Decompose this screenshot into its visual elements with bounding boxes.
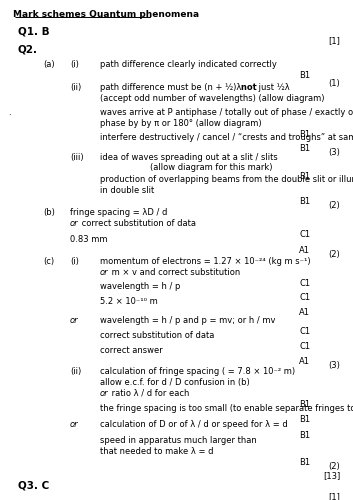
Text: (1): (1) <box>328 79 340 88</box>
Text: (2): (2) <box>328 462 340 471</box>
Text: idea of waves spreading out at a slit / slits: idea of waves spreading out at a slit / … <box>100 153 278 162</box>
Text: A1: A1 <box>299 308 310 317</box>
Text: m × v and correct substitution: m × v and correct substitution <box>109 268 240 277</box>
Text: correct answer: correct answer <box>100 346 163 355</box>
Text: (a): (a) <box>43 60 55 69</box>
Text: C1: C1 <box>299 230 310 239</box>
Text: (ii): (ii) <box>70 367 81 376</box>
Text: wavelength = h / p: wavelength = h / p <box>100 282 180 291</box>
Text: B1: B1 <box>299 172 310 181</box>
Text: B1: B1 <box>299 400 310 409</box>
Text: in double slit: in double slit <box>100 186 154 195</box>
Text: (3): (3) <box>328 361 340 370</box>
Text: that needed to make λ = d: that needed to make λ = d <box>100 447 214 456</box>
Text: allow e.c.f. for d / D confusion in (b): allow e.c.f. for d / D confusion in (b) <box>100 378 250 387</box>
Text: or: or <box>70 219 79 228</box>
Text: or: or <box>100 389 109 398</box>
Text: C1: C1 <box>299 279 310 288</box>
Text: (2): (2) <box>328 201 340 210</box>
Text: B1: B1 <box>299 415 310 424</box>
Text: [1]: [1] <box>328 492 340 500</box>
Text: wavelength = h / p and p = mv; or h / mv: wavelength = h / p and p = mv; or h / mv <box>100 316 275 325</box>
Text: or: or <box>100 268 109 277</box>
Text: fringe spacing = λD / d: fringe spacing = λD / d <box>70 208 167 217</box>
Text: (i): (i) <box>70 257 79 266</box>
Text: production of overlapping beams from the double slit or illuminating both slits: production of overlapping beams from the… <box>100 175 353 184</box>
Text: C1: C1 <box>299 327 310 336</box>
Text: Q2.: Q2. <box>18 45 38 55</box>
Text: just ½λ: just ½λ <box>256 83 289 92</box>
Text: C1: C1 <box>299 342 310 351</box>
Text: Q3. C: Q3. C <box>18 481 49 491</box>
Text: B1: B1 <box>299 130 310 139</box>
Text: correct substitution of data: correct substitution of data <box>100 331 214 340</box>
Text: phase by by π or 180° (allow diagram): phase by by π or 180° (allow diagram) <box>100 119 262 128</box>
Text: .: . <box>8 108 11 117</box>
Text: interfere destructively / cancel / “crests and troughs” at same time: interfere destructively / cancel / “cres… <box>100 133 353 142</box>
Text: A1: A1 <box>299 246 310 255</box>
Text: (i): (i) <box>70 60 79 69</box>
Text: (2): (2) <box>328 250 340 259</box>
Text: B1: B1 <box>299 197 310 206</box>
Text: 0.83 mm: 0.83 mm <box>70 235 108 244</box>
Text: calculation of D or of λ / d or speed for λ = d: calculation of D or of λ / d or speed fo… <box>100 420 288 429</box>
Text: path difference must be (n + ½)λ: path difference must be (n + ½)λ <box>100 83 241 92</box>
Text: Q1. B: Q1. B <box>18 26 50 36</box>
Text: [1]: [1] <box>328 36 340 45</box>
Text: B1: B1 <box>299 144 310 153</box>
Text: C1: C1 <box>299 293 310 302</box>
Text: B1: B1 <box>299 71 310 80</box>
Text: (accept odd number of wavelengths) (allow diagram): (accept odd number of wavelengths) (allo… <box>100 94 324 103</box>
Text: B1: B1 <box>299 458 310 467</box>
Text: or: or <box>70 420 79 429</box>
Text: momentum of electrons = 1.27 × 10⁻²⁴ (kg m s⁻¹): momentum of electrons = 1.27 × 10⁻²⁴ (kg… <box>100 257 311 266</box>
Text: speed in apparatus much larger than: speed in apparatus much larger than <box>100 436 257 445</box>
Text: Mark schemes Quantum phenomena: Mark schemes Quantum phenomena <box>13 10 199 19</box>
Text: (iii): (iii) <box>70 153 84 162</box>
Text: [13]: [13] <box>323 471 340 480</box>
Text: not: not <box>238 83 257 92</box>
Text: A1: A1 <box>299 357 310 366</box>
Text: ratio λ / d for each: ratio λ / d for each <box>109 389 189 398</box>
Text: (3): (3) <box>328 148 340 157</box>
Text: path difference clearly indicated correctly: path difference clearly indicated correc… <box>100 60 277 69</box>
Text: waves arrive at P antiphase / totally out of phase / exactly out of phase / out : waves arrive at P antiphase / totally ou… <box>100 108 353 117</box>
Text: B1: B1 <box>299 431 310 440</box>
Text: the fringe spacing is too small (to enable separate fringes to be seen): the fringe spacing is too small (to enab… <box>100 404 353 413</box>
Text: calculation of fringe spacing ( = 7.8 × 10⁻² m): calculation of fringe spacing ( = 7.8 × … <box>100 367 295 376</box>
Text: (b): (b) <box>43 208 55 217</box>
Text: 5.2 × 10⁻¹⁰ m: 5.2 × 10⁻¹⁰ m <box>100 297 158 306</box>
Text: (c): (c) <box>43 257 54 266</box>
Text: correct substitution of data: correct substitution of data <box>79 219 196 228</box>
Text: (ii): (ii) <box>70 83 81 92</box>
Text: (allow diagram for this mark): (allow diagram for this mark) <box>150 163 273 172</box>
Text: or: or <box>70 316 79 325</box>
